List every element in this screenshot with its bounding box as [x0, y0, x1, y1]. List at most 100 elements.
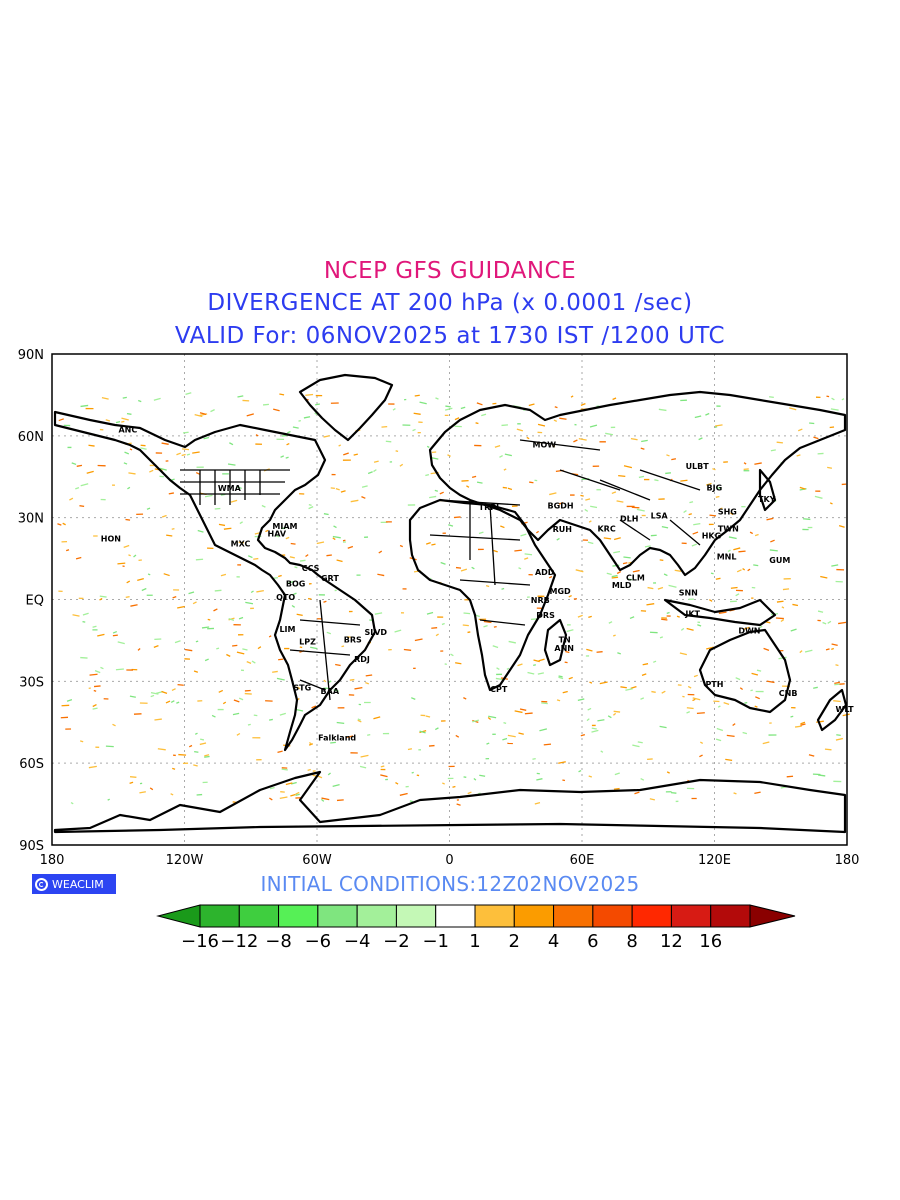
divergence-streak — [287, 580, 294, 585]
divergence-streak — [79, 505, 85, 508]
divergence-streak — [290, 793, 296, 797]
longitude-label: 60E — [570, 853, 595, 868]
divergence-streak — [755, 696, 760, 700]
divergence-streak — [332, 784, 340, 787]
divergence-streak — [786, 775, 794, 778]
divergence-streak — [716, 727, 724, 732]
divergence-streak — [207, 618, 211, 621]
divergence-streak — [166, 534, 173, 537]
divergence-streak — [347, 545, 354, 549]
divergence-streak — [327, 772, 331, 776]
latitude-label: 90N — [18, 348, 44, 363]
divergence-streak — [256, 590, 264, 593]
divergence-streak — [782, 588, 790, 591]
divergence-streak — [66, 699, 73, 702]
divergence-streak — [246, 413, 254, 417]
divergence-streak — [336, 721, 345, 725]
divergence-streak — [107, 798, 111, 801]
divergence-streak — [598, 528, 604, 532]
divergence-streak — [691, 543, 698, 547]
divergence-streak — [743, 462, 747, 465]
divergence-streak — [199, 742, 207, 746]
divergence-streak — [699, 741, 704, 745]
divergence-streak — [314, 412, 318, 416]
divergence-streak — [444, 663, 447, 666]
divergence-streak — [425, 542, 431, 545]
coast-japan — [758, 468, 777, 512]
divergence-streak — [448, 524, 454, 527]
title-line-2: DIVERGENCE AT 200 hPa (x 0.0001 /sec) — [207, 290, 693, 316]
divergence-streak — [496, 667, 500, 670]
divergence-streak — [689, 501, 694, 504]
divergence-streak — [580, 494, 584, 497]
divergence-streak — [836, 734, 841, 736]
divergence-streak — [216, 647, 220, 650]
divergence-streak — [710, 572, 714, 575]
divergence-streak — [194, 732, 198, 735]
divergence-streak — [646, 603, 655, 606]
divergence-streak — [174, 640, 181, 644]
divergence-streak — [590, 505, 598, 509]
divergence-streak — [125, 596, 130, 599]
divergence-streak — [671, 458, 677, 461]
divergence-streak — [129, 448, 133, 451]
divergence-streak — [276, 677, 285, 681]
divergence-streak — [754, 462, 762, 465]
divergence-streak — [562, 779, 566, 782]
divergence-streak — [237, 395, 244, 398]
divergence-streak — [715, 495, 720, 498]
divergence-streak — [549, 492, 557, 496]
divergence-streak — [336, 559, 343, 563]
divergence-streak — [305, 554, 309, 558]
divergence-streak — [463, 612, 471, 615]
divergence-streak — [524, 712, 533, 715]
divergence-streak — [573, 439, 578, 443]
divergence-streak — [239, 521, 243, 525]
divergence-streak — [182, 448, 190, 451]
divergence-streak — [130, 604, 138, 607]
divergence-streak — [634, 791, 640, 795]
divergence-streak — [236, 732, 241, 736]
divergence-streak — [611, 574, 618, 578]
divergence-streak — [514, 710, 523, 714]
divergence-streak — [289, 556, 295, 559]
divergence-streak — [692, 697, 701, 701]
divergence-streak — [315, 403, 320, 406]
divergence-streak — [62, 522, 66, 526]
divergence-streak — [688, 513, 692, 516]
divergence-streak — [462, 624, 469, 627]
divergence-streak — [149, 469, 154, 473]
divergence-streak — [502, 486, 508, 489]
divergence-streak — [742, 568, 746, 571]
divergence-streak — [502, 737, 508, 741]
divergence-streak — [251, 660, 256, 664]
divergence-streak — [507, 487, 513, 491]
divergence-streak — [699, 754, 703, 758]
divergence-streak — [835, 664, 839, 667]
divergence-streak — [483, 624, 488, 628]
divergence-streak — [714, 426, 718, 428]
divergence-streak — [343, 452, 349, 456]
divergence-streak — [58, 418, 64, 422]
divergence-streak — [141, 587, 147, 592]
divergence-streak — [659, 636, 664, 639]
divergence-streak — [253, 557, 259, 560]
divergence-streak — [360, 754, 369, 758]
divergence-streak — [232, 644, 238, 647]
divergence-streak — [308, 506, 314, 510]
divergence-streak — [682, 695, 685, 698]
station-label: TN — [559, 636, 571, 645]
legend-label: 8 — [626, 931, 637, 952]
divergence-streak — [453, 516, 461, 519]
divergence-streak — [588, 615, 592, 619]
legend-swatch — [238, 904, 280, 928]
latitude-label: 30N — [18, 512, 44, 527]
station-label: BOG — [286, 580, 305, 589]
divergence-streak — [575, 569, 584, 573]
divergence-streak — [295, 791, 300, 795]
divergence-streak — [506, 667, 510, 670]
divergence-streak — [326, 554, 332, 557]
